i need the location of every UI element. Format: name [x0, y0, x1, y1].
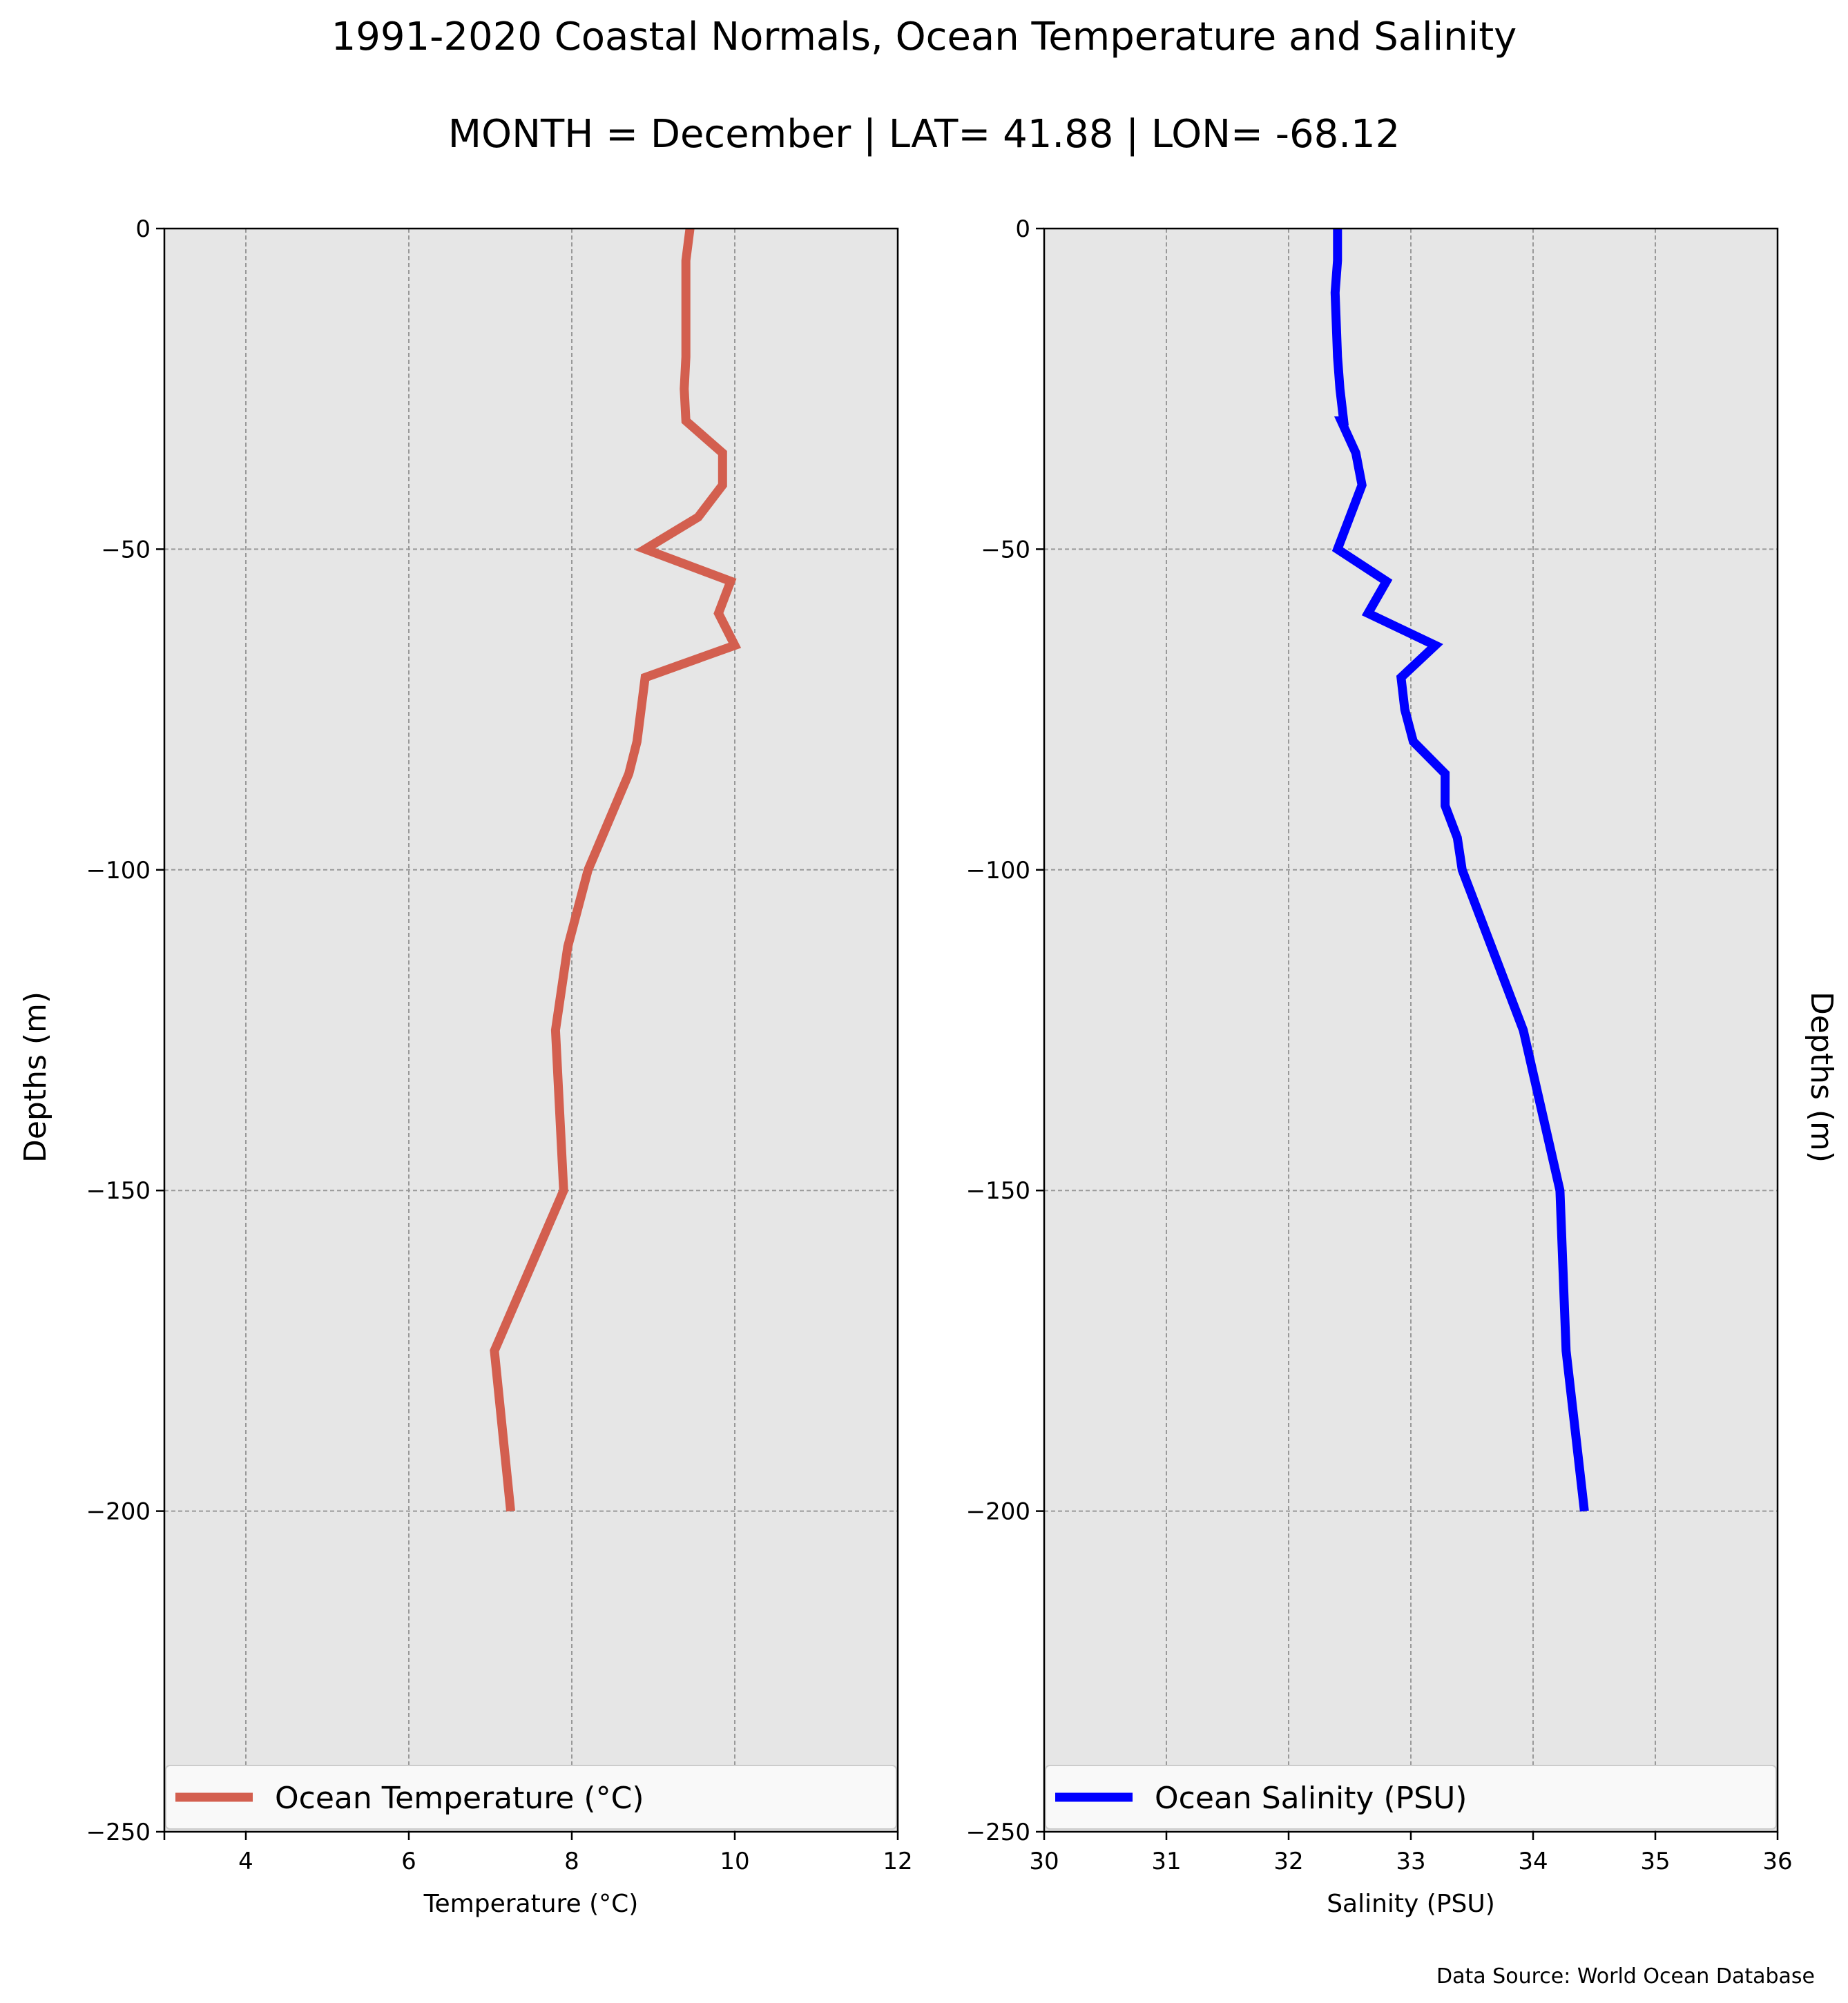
x-tick-label: 31	[1151, 1848, 1181, 1875]
left-ylabel: Depths (m)	[18, 991, 53, 1163]
axes-frame	[163, 227, 899, 1833]
x-tick-label: 4	[238, 1848, 253, 1875]
y-tick-label: −250	[966, 1819, 1030, 1846]
y-tick-label: −100	[86, 857, 151, 884]
series-line	[490, 228, 742, 1512]
x-tick-label: 33	[1396, 1848, 1425, 1875]
y-tick-label: 0	[1015, 215, 1030, 243]
y-tick-label: −50	[981, 536, 1030, 563]
x-tick-label: 12	[883, 1848, 912, 1875]
x-tick-label: 10	[720, 1848, 749, 1875]
x-axis-label: Salinity (PSU)	[1327, 1890, 1495, 1918]
legend-label: Ocean Temperature (°C)	[275, 1781, 644, 1816]
figure-title: 1991-2020 Coastal Normals, Ocean Tempera…	[331, 14, 1517, 59]
y-tick-label: −250	[86, 1819, 151, 1846]
series-line	[1330, 229, 1589, 1512]
x-tick-label: 34	[1518, 1848, 1548, 1875]
x-tick-label: 30	[1029, 1848, 1059, 1875]
salinity-panel: Ocean Salinity (PSU) 0 −50 −100 −150 −200 −250…	[966, 215, 1793, 1918]
source-note: Data Source: World Ocean Database	[1436, 1964, 1815, 1989]
y-tick-label: −150	[966, 1177, 1030, 1205]
plot-area	[164, 229, 898, 1832]
y-tick-label: −200	[86, 1498, 151, 1526]
x-tick-label: 35	[1640, 1848, 1670, 1875]
x-tick-label: 8	[564, 1848, 579, 1875]
legend-box	[165, 1765, 897, 1830]
x-tick-label: 6	[401, 1848, 416, 1875]
y-tick-label: −100	[966, 857, 1030, 884]
y-tick-label: 0	[135, 215, 151, 243]
y-tick-label: −150	[86, 1177, 151, 1205]
y-tick-label: −200	[966, 1498, 1030, 1526]
y-tick-label: −50	[101, 536, 151, 563]
x-tick-label: 36	[1762, 1848, 1792, 1875]
right-ylabel: Depths (m)	[1804, 991, 1839, 1163]
legend-box	[1045, 1765, 1777, 1830]
x-tick-label: 32	[1273, 1848, 1303, 1875]
figure-subtitle: MONTH = December | LAT= 41.88 | LON= -68…	[448, 112, 1401, 157]
legend-label: Ocean Salinity (PSU)	[1155, 1781, 1467, 1816]
x-axis-label: Temperature (°C)	[423, 1890, 639, 1918]
temperature-panel: Ocean Temperature (°C) 0 −50 −100 −150 −200 −2…	[86, 215, 913, 1918]
